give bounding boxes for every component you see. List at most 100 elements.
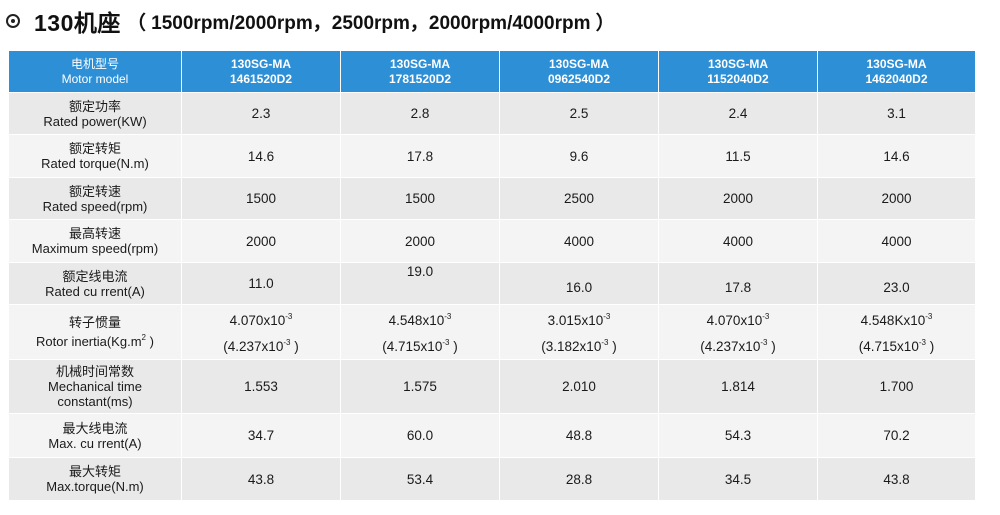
table-cell: 43.8 — [181, 457, 341, 501]
table-cell: 43.8 — [817, 457, 976, 501]
row-label-cn: 机械时间常数 — [55, 364, 134, 379]
header-row: 电机型号 Motor model 130SG-MA 1461520D2 130SG… — [8, 50, 976, 93]
inertia-value-alt: (4.715x10-3 ) — [341, 332, 499, 358]
inertia-value: 4.548x10-3 — [341, 306, 499, 332]
table-cell: 4.070x10 -3 (4.237x10-3 ) — [658, 304, 818, 360]
table-row-max-speed: 最高转速 Maximum speed(rpm) 2000 2000 4000 40… — [8, 219, 976, 263]
table-cell: 3.1 — [817, 92, 976, 135]
table-cell: 4.070x10-3 (4.237x10-3 ) — [181, 304, 341, 360]
table-cell: 19.0 — [340, 262, 500, 305]
table-cell: 9.6 — [499, 134, 659, 178]
row-label-cn: 最大转矩 — [68, 464, 121, 479]
table-cell-value: 17.8 — [724, 280, 752, 295]
model-line2: 1781520D2 — [388, 71, 452, 86]
table-cell: 4.548Kx10-3 (4.715x10-3 ) — [817, 304, 976, 360]
table-cell: 2500 — [499, 177, 659, 220]
inertia-a-exp: -3 — [444, 312, 452, 321]
model-header-cell: 130SG-MA 1152040D2 — [658, 50, 818, 93]
inertia-a-exp: -3 — [925, 312, 933, 321]
row-label-en-line2: constant(ms) — [57, 394, 133, 409]
table-cell: 4.548x10-3 (4.715x10-3 ) — [340, 304, 500, 360]
table-cell: 2.5 — [499, 92, 659, 135]
model-line1: 130SG-MA — [389, 56, 451, 71]
motor-spec-table: 电机型号 Motor model 130SG-MA 1461520D2 130SG… — [8, 50, 976, 501]
inertia-a-exp: -3 — [603, 312, 611, 321]
inertia-value-alt: (4.237x10-3 ) — [182, 332, 340, 358]
table-cell: 2.010 — [499, 359, 659, 414]
table-cell: 17.8 — [340, 134, 500, 178]
row-label-en: Rated power(KW) — [43, 113, 147, 129]
table-cell: 2000 — [340, 219, 500, 263]
table-row-rotor-inertia: 转子惯量 Rotor inertia(Kg.m2 ) 4.070x10-3 (4… — [8, 304, 976, 360]
row-label: 最高转速 Maximum speed(rpm) — [8, 219, 182, 263]
table-cell: 60.0 — [340, 413, 500, 458]
row-label: 转子惯量 Rotor inertia(Kg.m2 ) — [8, 304, 182, 360]
row-label-cn: 额定转速 — [68, 183, 121, 199]
table-cell: 28.8 — [499, 457, 659, 501]
inertia-value: 4.070x10-3 — [182, 306, 340, 332]
inertia-value: 3.015x10-3 — [500, 306, 658, 332]
table-cell: 2.4 — [658, 92, 818, 135]
header-label-cell: 电机型号 Motor model — [8, 50, 182, 93]
table-cell: 53.4 — [340, 457, 500, 501]
table-row-rated-current: 额定线电流 Rated cu rrent(A) 11.0 19.0 16.0 17… — [8, 262, 976, 305]
row-label-en: Rotor inertia(Kg.m — [36, 334, 142, 349]
inertia-a: 4.070x10 — [706, 313, 763, 328]
row-label: 额定转速 Rated speed(rpm) — [8, 177, 182, 220]
inertia-value-alt: (4.237x10-3 ) — [659, 332, 817, 358]
table-row-max-torque: 最大转矩 Max.torque(N.m) 43.8 53.4 28.8 34.5 … — [8, 457, 976, 501]
inertia-b-tail: ) — [449, 339, 458, 354]
table-cell: 1.700 — [817, 359, 976, 414]
inertia-b-exp: -3 — [442, 338, 450, 347]
table-cell: 2000 — [658, 177, 818, 220]
row-label: 机械时间常数 Mechanical time constant(ms) — [8, 359, 182, 414]
row-label-en: Rated torque(N.m) — [41, 156, 149, 171]
table-cell: 2000 — [817, 177, 976, 220]
table-row-rated-torque: 额定转矩 Rated torque(N.m) 14.6 17.8 9.6 11.5… — [8, 134, 976, 178]
inertia-b-tail: ) — [290, 339, 299, 354]
table-row-rated-speed: 额定转速 Rated speed(rpm) 1500 1500 2500 2000… — [8, 177, 976, 220]
model-header-cell: 130SG-MA 1462040D2 — [817, 50, 976, 93]
inertia-value-alt: (3.182x10-3 ) — [500, 332, 658, 358]
inertia-b-exp: -3 — [601, 338, 609, 347]
model-line2: 1462040D2 — [865, 71, 928, 86]
row-label-cn: 额定功率 — [68, 98, 121, 114]
row-label-cn: 额定转矩 — [68, 141, 121, 156]
inertia-b-tail: ) — [767, 339, 776, 354]
row-label: 最大转矩 Max.torque(N.m) — [8, 457, 182, 501]
inertia-value: 4.548Kx10-3 — [818, 306, 975, 332]
table-cell: 2.8 — [340, 92, 500, 135]
model-line2: 1152040D2 — [707, 71, 769, 86]
table-cell: 4000 — [658, 219, 818, 263]
table-cell: 34.7 — [181, 413, 341, 458]
row-label: 额定转矩 Rated torque(N.m) — [8, 134, 182, 178]
row-label-en: Rated speed(rpm) — [42, 198, 148, 214]
model-line1: 130SG-MA — [230, 56, 292, 71]
model-line1: 130SG-MA — [548, 56, 610, 71]
page-title: 130机座 — [34, 10, 121, 36]
table-row-max-current: 最大线电流 Max. cu rrent(A) 34.7 60.0 48.8 54.… — [8, 413, 976, 458]
title-row: 130机座 （ 1500rpm/2000rpm，2500rpm，2000rpm/… — [6, 3, 615, 39]
table-cell: 16.0 — [499, 262, 659, 305]
table-cell: 1500 — [340, 177, 500, 220]
table-cell: 48.8 — [499, 413, 659, 458]
page-subtitle: （ 1500rpm/2000rpm，2500rpm，2000rpm/4000rp… — [126, 12, 615, 34]
model-line2: 1461520D2 — [229, 71, 293, 86]
header-label-en: Motor model — [61, 71, 129, 86]
inertia-b-exp: -3 — [918, 338, 926, 347]
table-cell: 2000 — [181, 219, 341, 263]
table-cell-value: 19.0 — [406, 264, 434, 279]
inertia-b-exp: -3 — [760, 338, 768, 347]
row-label-cn: 最大线电流 — [62, 420, 128, 436]
target-bullet-icon — [6, 14, 20, 28]
table-cell: 14.6 — [817, 134, 976, 178]
table-cell: 34.5 — [658, 457, 818, 501]
model-header-cell: 130SG-MA 1781520D2 — [340, 50, 500, 93]
row-label: 额定线电流 Rated cu rrent(A) — [8, 262, 182, 305]
table-cell: 1.814 — [658, 359, 818, 414]
table-cell: 23.0 — [817, 262, 976, 305]
inertia-b: (3.182x10 — [541, 339, 602, 354]
row-label-en-tail: ) — [145, 334, 154, 349]
table-cell: 11.5 — [658, 134, 818, 178]
table-cell: 2.3 — [181, 92, 341, 135]
